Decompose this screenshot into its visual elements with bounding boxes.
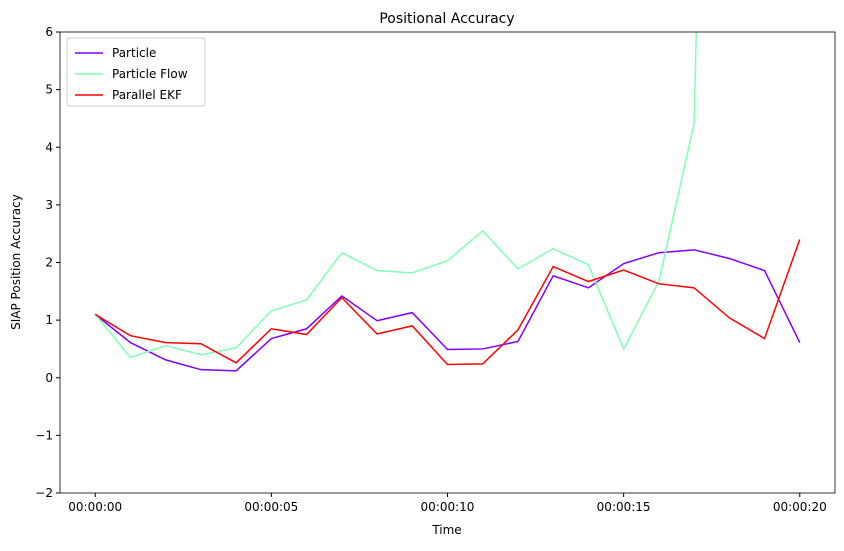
y-tick-label: 1 bbox=[45, 313, 53, 327]
x-tick-label: 00:00:15 bbox=[597, 500, 651, 514]
y-tick-label: 2 bbox=[45, 256, 53, 270]
chart-title: Positional Accuracy bbox=[379, 11, 514, 27]
y-tick-label: 3 bbox=[45, 198, 53, 212]
legend-label: Particle Flow bbox=[112, 67, 188, 81]
x-tick-label: 00:00:10 bbox=[421, 500, 475, 514]
y-tick-label: −2 bbox=[35, 486, 53, 500]
y-tick-label: 5 bbox=[45, 83, 53, 97]
series-line bbox=[94, 32, 698, 359]
y-tick-label: 4 bbox=[45, 140, 53, 154]
series-line bbox=[94, 239, 801, 366]
y-tick-label: 0 bbox=[45, 371, 53, 385]
x-tick-label: 00:00:20 bbox=[773, 500, 827, 514]
legend-box bbox=[66, 37, 206, 107]
series-line bbox=[94, 249, 801, 372]
y-axis-label: SIAP Position Accuracy bbox=[9, 194, 23, 330]
x-axis-label: Time bbox=[431, 523, 461, 537]
x-tick-label: 00:00:00 bbox=[68, 500, 122, 514]
plot-area bbox=[94, 32, 801, 372]
y-tick-label: 6 bbox=[45, 25, 53, 39]
y-tick-label: −1 bbox=[35, 428, 53, 442]
plot-frame bbox=[59, 31, 836, 494]
legend-label: Particle bbox=[112, 46, 156, 60]
x-tick-label: 00:00:05 bbox=[244, 500, 298, 514]
legend-label: Parallel EKF bbox=[112, 88, 182, 102]
